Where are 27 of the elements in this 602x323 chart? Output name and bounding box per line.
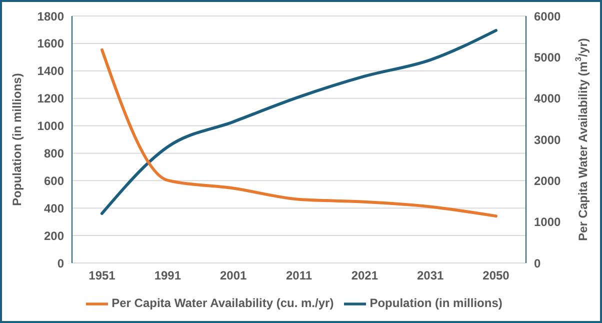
y-axis-title: Population (in millions) <box>10 73 24 206</box>
y2-tick-label: 0 <box>534 256 541 270</box>
x-tick-label: 2011 <box>286 268 312 283</box>
y-tick-label: 0 <box>57 256 64 270</box>
y-tick-label: 1800 <box>37 9 64 24</box>
y-tick-label: 800 <box>44 146 64 160</box>
y-tick-label: 600 <box>44 174 64 188</box>
y2-tick-label: 2000 <box>534 174 562 188</box>
y-tick-label: 1600 <box>37 36 64 51</box>
x-tick-label: 2050 <box>482 268 510 283</box>
legend-label: Per Capita Water Availability (cu. m./yr) <box>112 296 334 310</box>
y-tick-label: 1200 <box>37 92 64 106</box>
x-tick-label: 2031 <box>416 268 444 283</box>
y-tick-label: 400 <box>44 201 64 216</box>
x-tick-label: 2021 <box>351 268 378 283</box>
y2-tick-label: 4000 <box>534 92 562 106</box>
y2-tick-label: 6000 <box>534 9 562 24</box>
y-tick-label: 1000 <box>37 119 64 134</box>
y2-tick-label: 5000 <box>534 50 562 64</box>
x-tick-label: 1991 <box>154 268 182 283</box>
y-tick-label: 1400 <box>37 64 64 78</box>
legend-label: Population (in millions) <box>370 296 502 310</box>
y2-tick-label: 3000 <box>534 132 562 147</box>
x-tick-label: 2001 <box>220 268 248 283</box>
y2-tick-label: 1000 <box>534 215 562 230</box>
x-tick-label: 1951 <box>88 268 116 283</box>
y-tick-label: 200 <box>44 228 64 243</box>
